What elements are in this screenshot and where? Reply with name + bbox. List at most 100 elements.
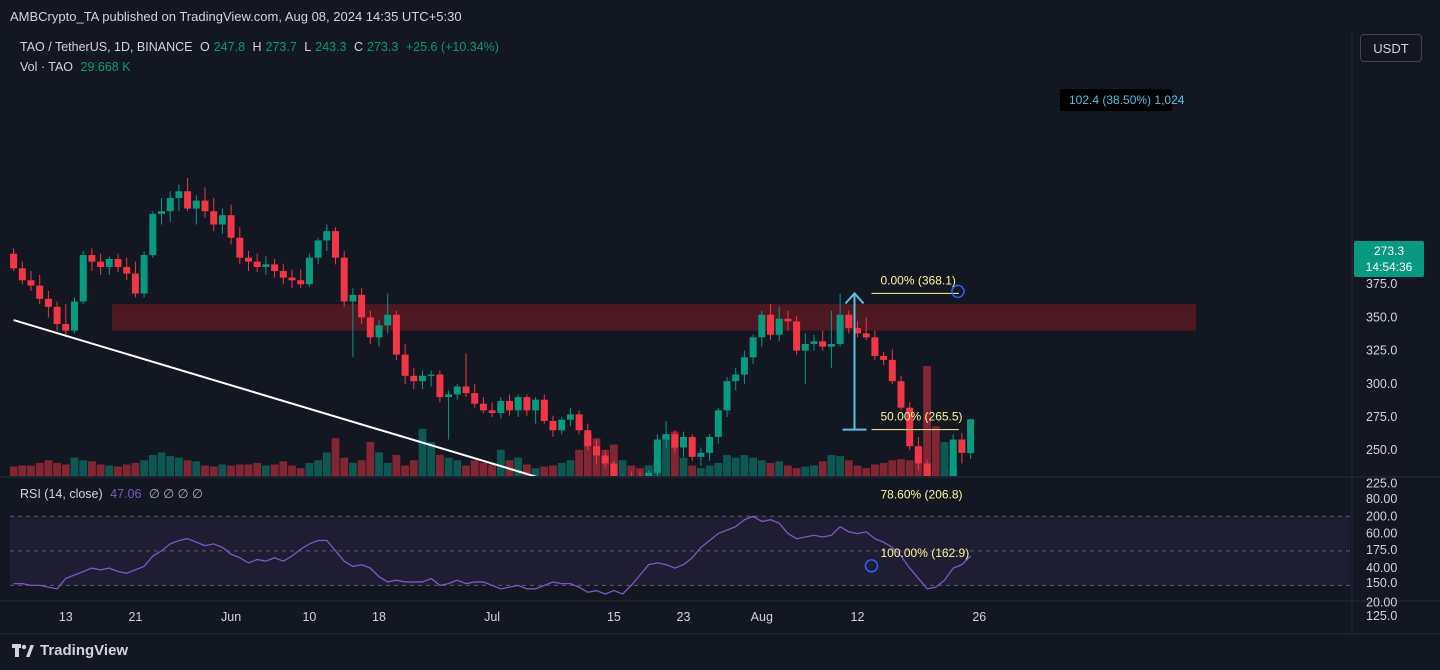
candle-body	[723, 381, 731, 411]
candle-body	[637, 485, 644, 493]
volume-bar	[131, 462, 140, 476]
volume-bar	[879, 462, 888, 476]
price-axis-tick: 225.0	[1366, 476, 1397, 490]
volume-bar	[383, 462, 392, 476]
time-axis-tick: 15	[607, 610, 621, 624]
candle-body	[62, 324, 70, 331]
volume-bar	[488, 464, 496, 476]
time-axis-tick: 23	[677, 610, 691, 624]
volume-bar	[340, 457, 349, 476]
volume-bar	[714, 462, 723, 476]
candle-body	[558, 419, 566, 431]
tradingview-brand[interactable]: TradingView	[12, 642, 128, 659]
volume-bar	[470, 460, 479, 476]
candle-body	[340, 257, 348, 302]
candle-body	[245, 257, 252, 262]
candle-body	[88, 255, 96, 262]
candle-body	[305, 257, 313, 285]
volume-value: 29.668 K	[80, 60, 131, 74]
price-axis-tick: 375.0	[1366, 277, 1397, 291]
volume-bar	[523, 464, 531, 476]
volume-bar	[70, 457, 79, 476]
volume-bar	[549, 465, 557, 476]
time-axis-tick: Jun	[221, 610, 241, 624]
symbol-label[interactable]: TAO / TetherUS, 1D, BINANCE	[20, 40, 193, 54]
price-axis-tick: 175.0	[1366, 543, 1397, 557]
candle-body	[36, 285, 44, 299]
volume-bar	[35, 462, 44, 476]
candle-body	[384, 314, 392, 326]
candle-body	[680, 436, 687, 448]
measure-label-box	[1060, 89, 1172, 111]
volume-bar	[566, 460, 575, 476]
candle-body	[575, 414, 583, 431]
candle-body	[97, 261, 105, 267]
candle-body	[767, 314, 774, 335]
candle-body	[793, 321, 801, 351]
time-axis-tick: 21	[128, 610, 142, 624]
candle-body	[427, 374, 435, 376]
volume-bar	[366, 441, 375, 476]
volume-bar	[105, 465, 114, 476]
candle-body	[566, 414, 574, 420]
candle-body	[271, 264, 279, 271]
volume-bar	[401, 465, 409, 476]
volume-bar	[610, 444, 618, 476]
volume-bar	[349, 462, 357, 476]
volume-label: Vol · TAO	[20, 60, 74, 74]
candle-body	[845, 314, 853, 329]
candle-body	[862, 333, 870, 338]
time-axis-tick: 10	[302, 610, 316, 624]
current-price-tag: 273.3 14:54:36	[1354, 241, 1424, 277]
candle-body	[706, 436, 714, 453]
candle-body	[10, 253, 18, 269]
volume-bar	[827, 455, 836, 476]
candle-body	[827, 343, 835, 347]
volume-bar	[88, 461, 96, 476]
candle-body	[323, 231, 331, 241]
candle-body	[279, 270, 287, 278]
volume-bar	[96, 464, 105, 476]
candle-body	[210, 211, 218, 225]
volume-bar	[296, 468, 305, 476]
candle-body	[462, 386, 470, 394]
volume-bar	[61, 464, 70, 476]
volume-bar	[27, 465, 35, 476]
volume-bar	[201, 465, 209, 476]
volume-bar	[305, 462, 314, 476]
candle-body	[914, 446, 922, 464]
volume-bar	[235, 464, 244, 476]
candle-body	[201, 200, 209, 212]
candle-body	[227, 215, 235, 238]
volume-bar	[853, 465, 862, 476]
rsi-label[interactable]: RSI (14, close)	[20, 487, 103, 501]
candle-body	[27, 280, 35, 286]
candle-body	[375, 325, 383, 338]
candle-body	[236, 237, 244, 258]
volume-bar	[166, 456, 175, 476]
candle-body	[401, 354, 409, 376]
current-price: 273.3	[1373, 244, 1405, 258]
volume-bar	[122, 464, 131, 476]
descending-trendline	[13, 319, 538, 476]
candle-body	[732, 374, 740, 382]
candle-body	[714, 410, 722, 437]
volume-bar	[418, 428, 427, 476]
candle-body	[18, 268, 26, 281]
candle-body	[923, 463, 931, 476]
candle-body	[419, 375, 426, 382]
candle-body	[288, 277, 296, 281]
candle-body	[349, 294, 357, 302]
candle-body	[749, 337, 757, 358]
volume-bar	[766, 462, 775, 476]
candle-body	[645, 472, 653, 476]
candle-body	[540, 399, 548, 421]
candle-body	[445, 394, 453, 398]
currency-button[interactable]: USDT	[1360, 34, 1422, 62]
volume-bar	[192, 461, 201, 476]
rsi-legend: RSI (14, close) 47.06 ∅ ∅ ∅ ∅	[20, 486, 207, 501]
volume-bar	[148, 455, 157, 476]
volume-bar	[905, 460, 914, 476]
volume-bar	[923, 365, 931, 476]
